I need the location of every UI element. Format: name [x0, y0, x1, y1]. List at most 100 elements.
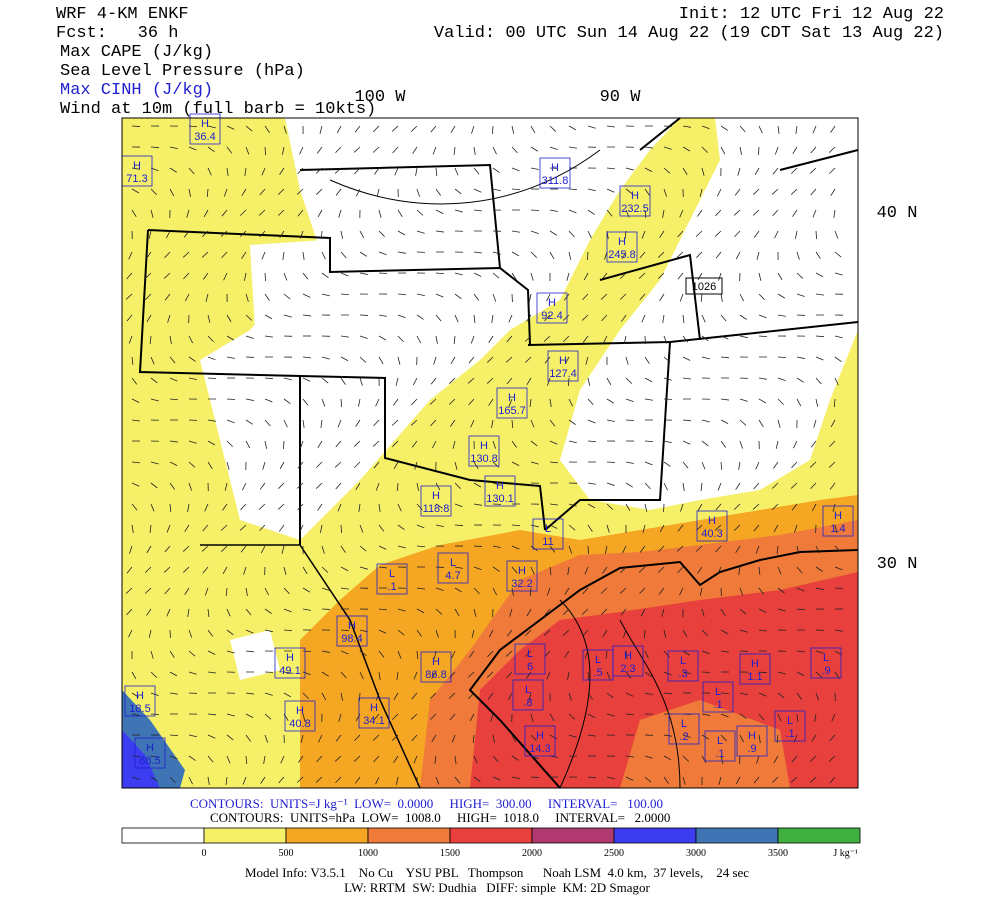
- wind-barb: [758, 293, 765, 301]
- wind-barb: [340, 272, 349, 277]
- wind-barb: [663, 629, 667, 638]
- wind-barb: [222, 566, 228, 575]
- wind-barb: [354, 461, 361, 468]
- wind-barb: [606, 503, 614, 510]
- wind-barb: [184, 587, 190, 595]
- wind-barb: [486, 671, 494, 678]
- wind-barb: [700, 482, 703, 491]
- wind-barb: [397, 356, 401, 365]
- wind-barb: [378, 356, 384, 365]
- wind-barb: [511, 734, 517, 743]
- wind-barb: [564, 650, 570, 658]
- colorbar-bin: [777, 827, 861, 844]
- wind-barb: [701, 608, 705, 617]
- wind-barb: [467, 377, 475, 384]
- wind-barb: [378, 314, 387, 317]
- wind-barb: [226, 440, 233, 447]
- wind-barb: [264, 377, 274, 380]
- wind-barb: [718, 776, 722, 785]
- wind-barb: [809, 755, 817, 762]
- wind-barb: [392, 146, 399, 154]
- wind-barb: [434, 755, 437, 764]
- wind-barb: [644, 398, 653, 401]
- wind-barb: [187, 608, 190, 617]
- wind-barb: [625, 356, 629, 365]
- wind-barb: [526, 671, 532, 679]
- center-value: .1: [387, 581, 396, 593]
- wind-barb: [454, 188, 462, 195]
- wind-barb: [492, 440, 496, 449]
- wind-barb: [302, 272, 309, 280]
- wind-barb: [739, 146, 743, 155]
- wind-barb: [663, 461, 671, 467]
- wind-barb: [359, 524, 364, 533]
- wind-barb: [340, 524, 342, 534]
- wind-barb: [677, 524, 684, 532]
- wind-barb: [340, 293, 350, 296]
- wind-barb: [772, 503, 779, 510]
- wind-barb: [791, 503, 798, 511]
- wind-barb: [241, 251, 247, 259]
- wind-barb: [264, 419, 271, 427]
- wind-barb: [454, 776, 461, 784]
- wind-barb: [321, 272, 329, 279]
- wind-barb: [506, 671, 513, 679]
- wind-barb: [697, 503, 703, 512]
- wind-barb: [277, 503, 285, 510]
- center-kind: H: [286, 652, 294, 664]
- wind-barb: [682, 776, 686, 785]
- wind-barb: [473, 314, 476, 323]
- field-label: Sea Level Pressure (hPa): [60, 62, 305, 81]
- wind-barb: [359, 230, 365, 239]
- wind-barb: [677, 272, 684, 280]
- wind-barb: [601, 608, 608, 615]
- wind-barb: [245, 608, 252, 616]
- wind-barb: [264, 713, 272, 720]
- wind-barb: [511, 125, 515, 134]
- wind-barb: [587, 482, 596, 485]
- wind-barb: [530, 230, 539, 234]
- wind-barb: [720, 650, 729, 653]
- wind-barb: [815, 545, 820, 554]
- wind-barb: [487, 650, 494, 658]
- wind-barb: [733, 209, 741, 216]
- wind-barb: [526, 314, 532, 322]
- center-value: .5: [593, 667, 602, 679]
- wind-barb: [682, 167, 688, 175]
- wind-barb: [225, 776, 228, 785]
- wind-barb: [834, 629, 843, 632]
- wind-barb: [264, 587, 269, 596]
- border: [299, 163, 501, 269]
- wind-barb: [169, 671, 178, 677]
- wind-barb: [435, 314, 442, 322]
- border: [147, 229, 531, 346]
- wind-barb: [169, 461, 178, 466]
- wind-barb: [449, 713, 456, 721]
- wind-barb: [338, 209, 342, 218]
- wind-barb: [815, 356, 824, 361]
- wind-barb: [814, 713, 817, 722]
- wind-barb: [701, 167, 705, 176]
- coastline: [468, 549, 859, 789]
- center-value: 118.8: [423, 503, 450, 515]
- wind-barb: [639, 251, 646, 259]
- wind-barb: [544, 608, 551, 616]
- wind-barb: [283, 377, 292, 381]
- wind-barb: [239, 524, 247, 531]
- center-value: .1: [715, 748, 724, 760]
- wind-barb: [758, 734, 761, 743]
- wind-barb: [625, 755, 634, 758]
- wind-barb: [568, 398, 573, 407]
- wind-barb: [397, 545, 406, 549]
- wind-barb: [473, 566, 482, 571]
- wind-barb: [815, 293, 824, 296]
- wind-barb: [373, 461, 380, 469]
- state-borders: [138, 117, 859, 789]
- wind-barb: [644, 356, 650, 364]
- wind-barb: [606, 377, 612, 386]
- wind-barb: [492, 125, 494, 135]
- wind-barb: [315, 776, 323, 783]
- wind-barb: [682, 440, 691, 445]
- wind-barb: [568, 125, 577, 131]
- center-value: .2: [679, 731, 688, 743]
